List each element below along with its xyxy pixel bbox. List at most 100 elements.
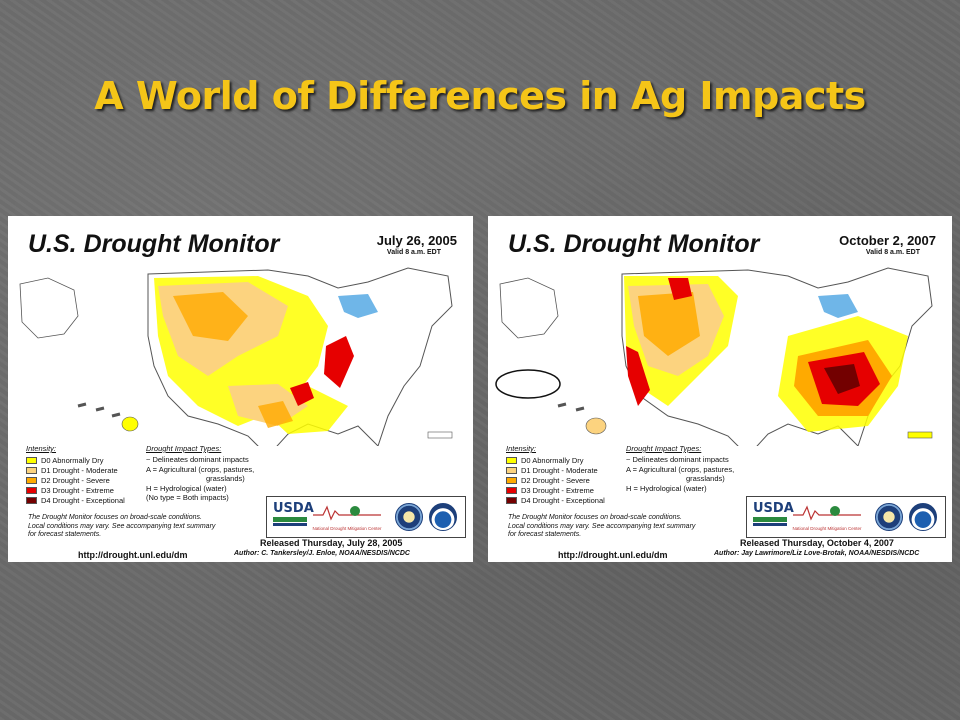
- note-line: Local conditions may vary. See accompany…: [508, 522, 696, 530]
- legend-label: D1 Drought - Moderate: [41, 465, 118, 475]
- impact-header: Drought Impact Types:: [146, 444, 222, 453]
- great-lakes: [338, 294, 378, 318]
- release-date: Released Thursday, October 4, 2007: [740, 538, 894, 548]
- map-valid-time: Valid 8 a.m. EDT: [865, 249, 920, 256]
- usda-text: USDA: [273, 501, 314, 516]
- impact-row: A = Agricultural (crops, pastures,: [146, 464, 255, 474]
- d3-region-california: [626, 346, 650, 406]
- map-valid-time: Valid 8 a.m. EDT: [386, 249, 441, 256]
- map-date: October 2, 2007: [839, 233, 936, 248]
- legend-label: D0 Abnormally Dry: [521, 455, 584, 465]
- alaska-shape: [499, 277, 559, 339]
- commerce-seal-icon: [875, 503, 903, 531]
- us-map-image: [19, 267, 453, 446]
- legend-label: D3 Drought - Extreme: [521, 485, 594, 495]
- drought-map-2005: U.S. Drought Monitor July 26, 2005 Valid…: [8, 216, 473, 562]
- legend-row-d4: D4 Drought - Exceptional: [26, 495, 125, 505]
- ndmc-text: National Drought Mitigation Center: [312, 526, 382, 531]
- note-line: for forecast statements.: [508, 531, 582, 538]
- d2-region-west: [638, 292, 700, 356]
- d1-swatch: [506, 466, 517, 474]
- intensity-header: Intensity:: [506, 444, 537, 453]
- d2-swatch: [506, 476, 517, 484]
- legend-row-d1: D1 Drought - Moderate: [26, 465, 125, 475]
- ndmc-logo: National Drought Mitigation Center: [791, 503, 863, 531]
- d3-region-midwest: [324, 336, 354, 388]
- impact-row: grasslands): [686, 474, 725, 483]
- hawaii-big-island: [585, 417, 607, 435]
- d4-swatch: [506, 496, 517, 504]
- note-line: for forecast statements.: [28, 531, 102, 538]
- legend-label: D1 Drought - Moderate: [521, 465, 598, 475]
- release-date: Released Thursday, July 28, 2005: [260, 538, 403, 548]
- legend-row-d4: D4 Drought - Exceptional: [506, 495, 605, 505]
- intensity-legend: Intensity: D0 Abnormally Dry D1 Drought …: [26, 444, 125, 505]
- hawaii-shape: [557, 402, 585, 412]
- impact-header: Drought Impact Types:: [626, 444, 702, 453]
- map-title: U.S. Drought Monitor: [28, 230, 280, 258]
- d3-region-northwest: [668, 278, 692, 300]
- d2-region: [173, 292, 248, 341]
- d4-swatch: [26, 496, 37, 504]
- us-map-image: [495, 267, 933, 446]
- noaa-logo-icon: [909, 503, 937, 531]
- drought-url: http://drought.unl.edu/dm: [78, 550, 188, 560]
- ndmc-logo: National Drought Mitigation Center: [311, 503, 383, 531]
- legend-row-d2: D2 Drought - Severe: [506, 475, 605, 485]
- usda-logo: USDA: [753, 501, 794, 531]
- puerto-rico: [907, 431, 933, 439]
- impact-legend: Drought Impact Types: ~ Delineates domin…: [626, 444, 734, 493]
- legend-label: D3 Drought - Extreme: [41, 485, 114, 495]
- noaa-logo-icon: [429, 503, 457, 531]
- map-author: Author: Jay Lawrimore/Liz Love-Brotak, N…: [714, 550, 920, 557]
- legend-label: D4 Drought - Exceptional: [521, 495, 605, 505]
- puerto-rico: [427, 431, 453, 439]
- d3-swatch: [26, 486, 37, 494]
- map-title: U.S. Drought Monitor: [508, 230, 760, 258]
- impact-row: H = Hydrological (water): [626, 483, 707, 493]
- ndmc-text: National Drought Mitigation Center: [792, 526, 862, 531]
- agency-logos: USDA National Drought Mitigation Center: [746, 496, 946, 538]
- impact-row: ~ Delineates dominant impacts: [146, 455, 249, 464]
- intensity-legend: Intensity: D0 Abnormally Dry D1 Drought …: [506, 444, 605, 505]
- legend-label: D0 Abnormally Dry: [41, 455, 104, 465]
- map-author: Author: C. Tankersley/J. Enloe, NOAA/NES…: [234, 550, 410, 557]
- great-lakes: [818, 294, 858, 318]
- impact-row: (No type = Both impacts): [146, 493, 229, 502]
- legend-row-d0: D0 Abnormally Dry: [26, 455, 125, 465]
- legend-row-d0: D0 Abnormally Dry: [506, 455, 605, 465]
- legend-row-d3: D3 Drought - Extreme: [506, 485, 605, 495]
- d2-swatch: [26, 476, 37, 484]
- note-line: Local conditions may vary. See accompany…: [28, 522, 216, 530]
- legend-label: D4 Drought - Exceptional: [41, 495, 125, 505]
- legend-row-d1: D1 Drought - Moderate: [506, 465, 605, 475]
- hawaii-big-island: [121, 416, 139, 432]
- hawaii-shape: [77, 402, 121, 418]
- d2-region-texas: [258, 401, 293, 428]
- usda-logo: USDA: [273, 501, 314, 531]
- note-line: The Drought Monitor focuses on broad-sca…: [28, 514, 202, 521]
- impact-row: ~ Delineates dominant impacts: [626, 455, 729, 464]
- d4-region-southeast: [824, 364, 860, 394]
- legend-label: D2 Drought - Severe: [521, 475, 590, 485]
- drought-url: http://drought.unl.edu/dm: [558, 550, 668, 560]
- d0-swatch: [506, 456, 517, 464]
- map-date: July 26, 2005: [376, 233, 457, 248]
- d3-region-arkansas: [290, 382, 314, 406]
- impact-row: A = Agricultural (crops, pastures,: [626, 464, 735, 474]
- d3-swatch: [506, 486, 517, 494]
- impact-legend: Drought Impact Types: ~ Delineates domin…: [146, 444, 254, 503]
- intensity-header: Intensity:: [26, 444, 57, 453]
- impact-row: grasslands): [206, 474, 245, 483]
- impact-row: H = Hydrological (water): [146, 483, 227, 493]
- alaska-shape: [19, 277, 79, 339]
- d0-swatch: [26, 456, 37, 464]
- agency-logos: USDA National Drought Mitigation Center: [266, 496, 466, 538]
- drought-map-2007: U.S. Drought Monitor October 2, 2007 Val…: [488, 216, 952, 562]
- map-notes: The Drought Monitor focuses on broad-sca…: [28, 514, 268, 540]
- legend-label: D2 Drought - Severe: [41, 475, 110, 485]
- usda-text: USDA: [753, 501, 794, 516]
- slide-title: A World of Differences in Ag Impacts: [94, 74, 866, 118]
- d1-swatch: [26, 466, 37, 474]
- hawaii-region: [495, 369, 561, 399]
